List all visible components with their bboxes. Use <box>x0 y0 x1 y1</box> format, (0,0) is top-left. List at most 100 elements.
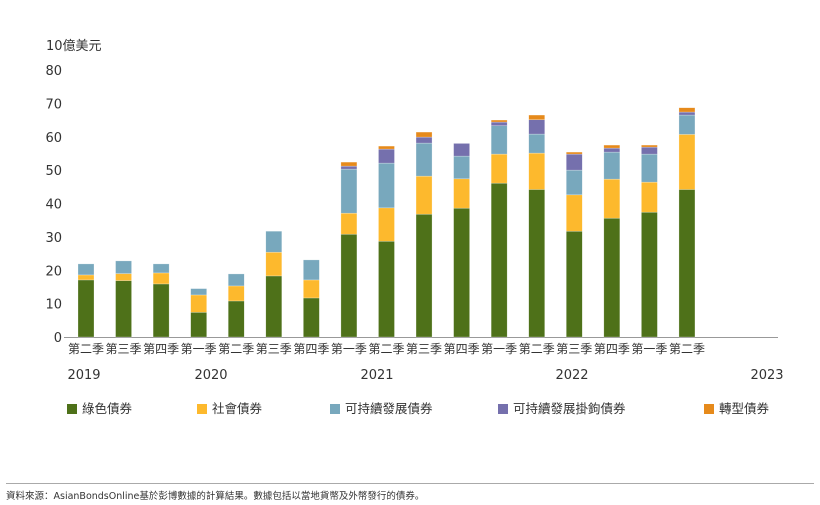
bar-segment-4 <box>528 119 545 135</box>
legend-swatch <box>197 404 207 414</box>
bar-segment-2 <box>152 272 170 285</box>
y-tick-label: 40 <box>45 198 62 213</box>
bar-segment-4 <box>641 146 658 155</box>
legend-swatch <box>704 404 714 414</box>
bar-segment-3 <box>603 151 621 180</box>
bar-segment-2 <box>415 175 433 215</box>
bar-segment-4 <box>490 121 508 126</box>
x-tick-label: 第四季 <box>594 342 630 356</box>
x-tick-label: 第一季 <box>481 342 517 356</box>
bar-segment-3 <box>227 273 245 287</box>
x-tick-label: 第一季 <box>631 342 667 356</box>
bar-segment-2 <box>227 285 245 302</box>
x-tick-label: 第三季 <box>406 342 442 356</box>
legend-label: 可持續發展掛鉤債券 <box>513 401 626 416</box>
bar-segment-1 <box>303 297 320 338</box>
bar-segment-3 <box>303 259 320 281</box>
bar-segment-1 <box>603 217 621 338</box>
bar-segment-1 <box>566 230 583 338</box>
y-tick-label: 70 <box>45 97 62 112</box>
bar-segment-1 <box>528 189 545 338</box>
bar-segment-1 <box>152 283 170 338</box>
bar-segment-1 <box>265 275 283 338</box>
bar-segment-3 <box>678 114 696 135</box>
bar-segment-1 <box>378 240 395 338</box>
bar-segment-2 <box>453 178 470 209</box>
bar-segment-5 <box>378 145 395 150</box>
bar-segment-2 <box>340 212 358 235</box>
bar-segment-2 <box>190 294 207 313</box>
bar-segment-3 <box>77 263 95 276</box>
bar-segment-1 <box>190 312 207 338</box>
bar-segment-3 <box>453 155 470 180</box>
bar-segment-2 <box>566 194 583 232</box>
bar-segment-2 <box>528 152 545 190</box>
bar-segment-2 <box>303 279 320 299</box>
bar-segment-3 <box>415 142 433 177</box>
y-tick-label: 10 <box>45 298 62 313</box>
x-tick-label: 第二季 <box>519 342 555 356</box>
bar-segment-3 <box>265 230 283 253</box>
bar-segment-4 <box>378 148 395 164</box>
y-tick-label: 80 <box>45 64 62 79</box>
legend-label: 綠色債券 <box>82 401 133 416</box>
bar-segment-2 <box>378 207 395 242</box>
bar-segment-4 <box>566 153 583 171</box>
x-tick-label: 第一季 <box>331 342 367 356</box>
bar-segment-1 <box>453 207 470 338</box>
year-label: 2019 <box>67 368 100 383</box>
y-tick-label: 50 <box>45 164 62 179</box>
x-tick-label: 第三季 <box>106 342 142 356</box>
legend-label: 轉型債券 <box>719 401 770 416</box>
year-label: 2023 <box>750 368 783 383</box>
bar-segment-1 <box>490 182 508 338</box>
bar-segment-3 <box>378 162 395 209</box>
bar-segment-1 <box>641 211 658 338</box>
bar-segment-1 <box>77 279 95 338</box>
bar-segment-2 <box>490 153 508 184</box>
bar-segment-5 <box>641 144 658 148</box>
bar-segment-4 <box>415 136 433 144</box>
bar-segment-5 <box>340 161 358 167</box>
bar-segment-4 <box>678 111 696 116</box>
y-tick-label: 20 <box>45 264 62 279</box>
bar-segment-5 <box>678 107 696 113</box>
year-label: 2022 <box>555 368 588 383</box>
year-label: 2020 <box>194 368 227 383</box>
x-tick-label: 第二季 <box>68 342 104 356</box>
legend-label: 社會債券 <box>212 401 263 416</box>
x-tick-label: 第三季 <box>256 342 292 356</box>
bar-segment-3 <box>528 133 545 154</box>
bar-segment-5 <box>566 151 583 155</box>
y-tick-label: 60 <box>45 131 62 146</box>
bar-segment-5 <box>528 114 545 120</box>
y-tick-label: 30 <box>45 231 62 246</box>
bar-segment-2 <box>77 274 95 281</box>
bar-segment-4 <box>603 147 621 153</box>
bar-segment-1 <box>115 280 132 338</box>
bar-segment-4 <box>453 143 470 157</box>
bar-segment-5 <box>415 131 433 138</box>
x-tick-label: 第二季 <box>368 342 404 356</box>
x-tick-label: 第二季 <box>669 342 705 356</box>
legend-swatch <box>330 404 340 414</box>
y-tick-label: 0 <box>54 331 62 346</box>
bar-segment-3 <box>566 169 583 196</box>
stacked-bar-chart: 10億美元 01020304050607080 第二季 第三季 第四季 第一季 第二季第… <box>45 38 783 416</box>
bar-segment-3 <box>152 263 170 274</box>
bar-segment-1 <box>678 189 696 338</box>
legend-swatch <box>498 404 508 414</box>
y-axis-label: 10億美元 <box>46 38 102 54</box>
bar-segment-5 <box>490 119 508 123</box>
bar-segment-1 <box>227 300 245 338</box>
x-tick-label: 第四季 <box>293 342 329 356</box>
source-note: 資料來源：AsianBondsOnline基於彭博數據的計算結果。數據包括以當地… <box>6 491 425 502</box>
x-tick-label: 第二季 <box>218 342 254 356</box>
bar-segment-2 <box>265 251 283 277</box>
bar-segment-1 <box>340 233 358 338</box>
bar-segment-2 <box>603 178 621 219</box>
x-tick-label: 第四季 <box>444 342 480 356</box>
footer-divider <box>6 483 814 484</box>
legend-swatch <box>67 404 77 414</box>
bar-segment-3 <box>340 168 358 214</box>
